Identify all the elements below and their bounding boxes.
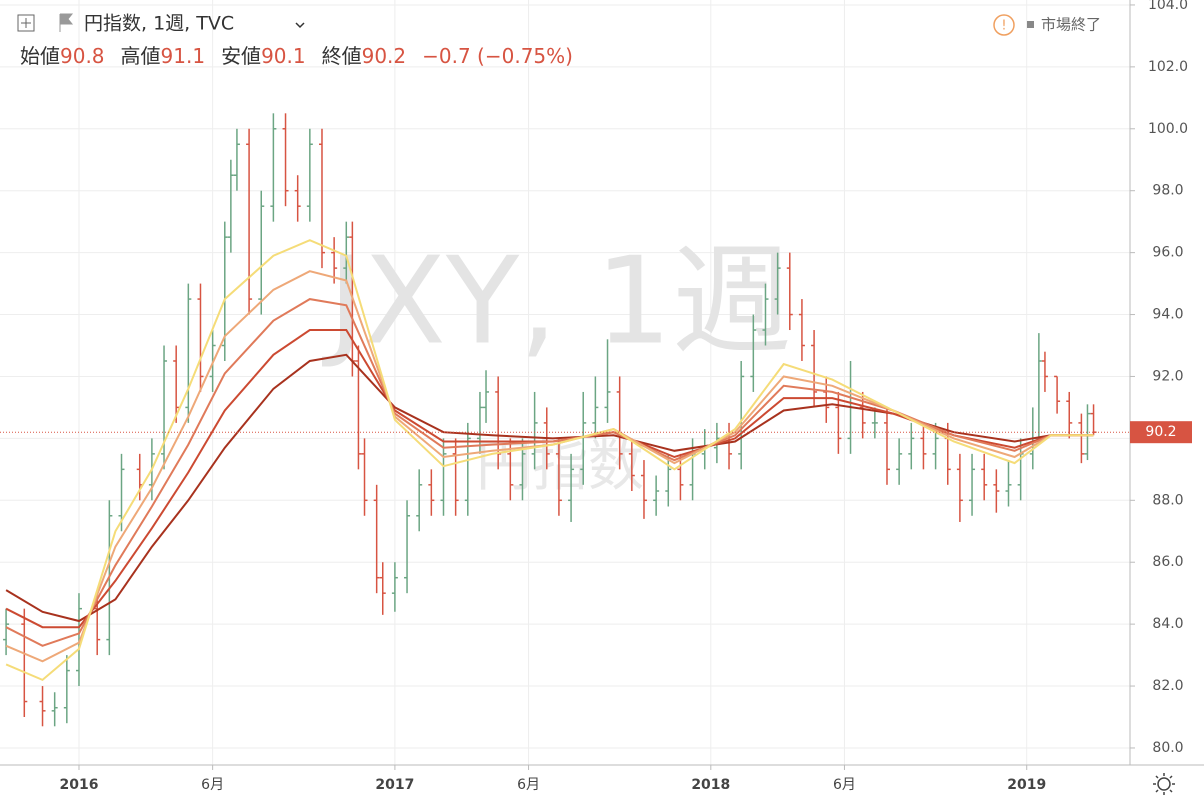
- change: −0.7 (−0.75%): [422, 44, 573, 68]
- flag-icon: [59, 13, 74, 32]
- add-icon[interactable]: [17, 14, 35, 32]
- market-status: 市場終了: [1041, 16, 1101, 34]
- y-tick-label: 98.0: [1152, 183, 1183, 199]
- symbol-chevron[interactable]: [295, 22, 305, 29]
- low-value: 90.1: [261, 44, 306, 68]
- high-label: 高値: [121, 44, 161, 68]
- add-icon-cross: [21, 18, 31, 28]
- price-label-box: [1130, 421, 1192, 444]
- y-tick-label: 86.0: [1152, 554, 1183, 570]
- x-tick-label: 2018: [691, 777, 730, 793]
- watermark: JXY, 1週: [321, 233, 792, 372]
- y-tick-label: 96.0: [1152, 245, 1183, 261]
- x-tick-label: 6月: [833, 777, 856, 793]
- x-tick-label: 2019: [1007, 777, 1046, 793]
- x-tick-label: 6月: [517, 777, 540, 793]
- moving-average: [5, 329, 1094, 629]
- y-tick-label: 88.0: [1152, 492, 1183, 508]
- y-tick-label: 100.0: [1148, 121, 1188, 137]
- y-tick-label: 82.0: [1152, 678, 1183, 694]
- open-value: 90.8: [60, 44, 105, 68]
- ohlc-legend: 始値90.8 高値91.1 安値90.1 終値90.2 −0.7 (−0.75%): [20, 44, 573, 68]
- moving-average: [5, 239, 1094, 682]
- price-label: 90.2: [1145, 424, 1176, 440]
- y-tick-label: 94.0: [1152, 307, 1183, 323]
- x-tick-label: 2016: [59, 777, 98, 793]
- status-dot: [1027, 21, 1034, 28]
- gear-icon[interactable]: [1157, 777, 1171, 791]
- close-label: 終値: [322, 44, 362, 68]
- y-tick-label: 84.0: [1152, 616, 1183, 632]
- y-tick-label: 102.0: [1148, 59, 1188, 75]
- x-tick-label: 6月: [201, 777, 224, 793]
- axes: 80.082.084.086.088.090.092.094.096.098.0…: [59, 0, 1192, 793]
- symbol[interactable]: 円指数, 1週, TVC: [84, 13, 234, 35]
- settings-icon[interactable]: [1153, 773, 1175, 795]
- plot: [0, 113, 1130, 727]
- y-tick-label: 92.0: [1152, 368, 1183, 384]
- alert-icon-mark: !: [1001, 19, 1006, 34]
- y-tick-label: 104.0: [1148, 0, 1188, 13]
- header: 円指数, 1週, TVC 始値90.8 高値91.1 安値90.1 終値90.2 −0.…: [17, 13, 1101, 68]
- gear-teeth: [1153, 773, 1175, 795]
- x-tick-label: 2017: [375, 777, 414, 793]
- low-label: 安値: [221, 44, 261, 68]
- high-value: 91.1: [161, 44, 206, 68]
- close-value: 90.2: [362, 44, 407, 68]
- open-label: 始値: [20, 44, 60, 68]
- y-tick-label: 80.0: [1152, 740, 1183, 756]
- alert-icon[interactable]: [993, 14, 1015, 36]
